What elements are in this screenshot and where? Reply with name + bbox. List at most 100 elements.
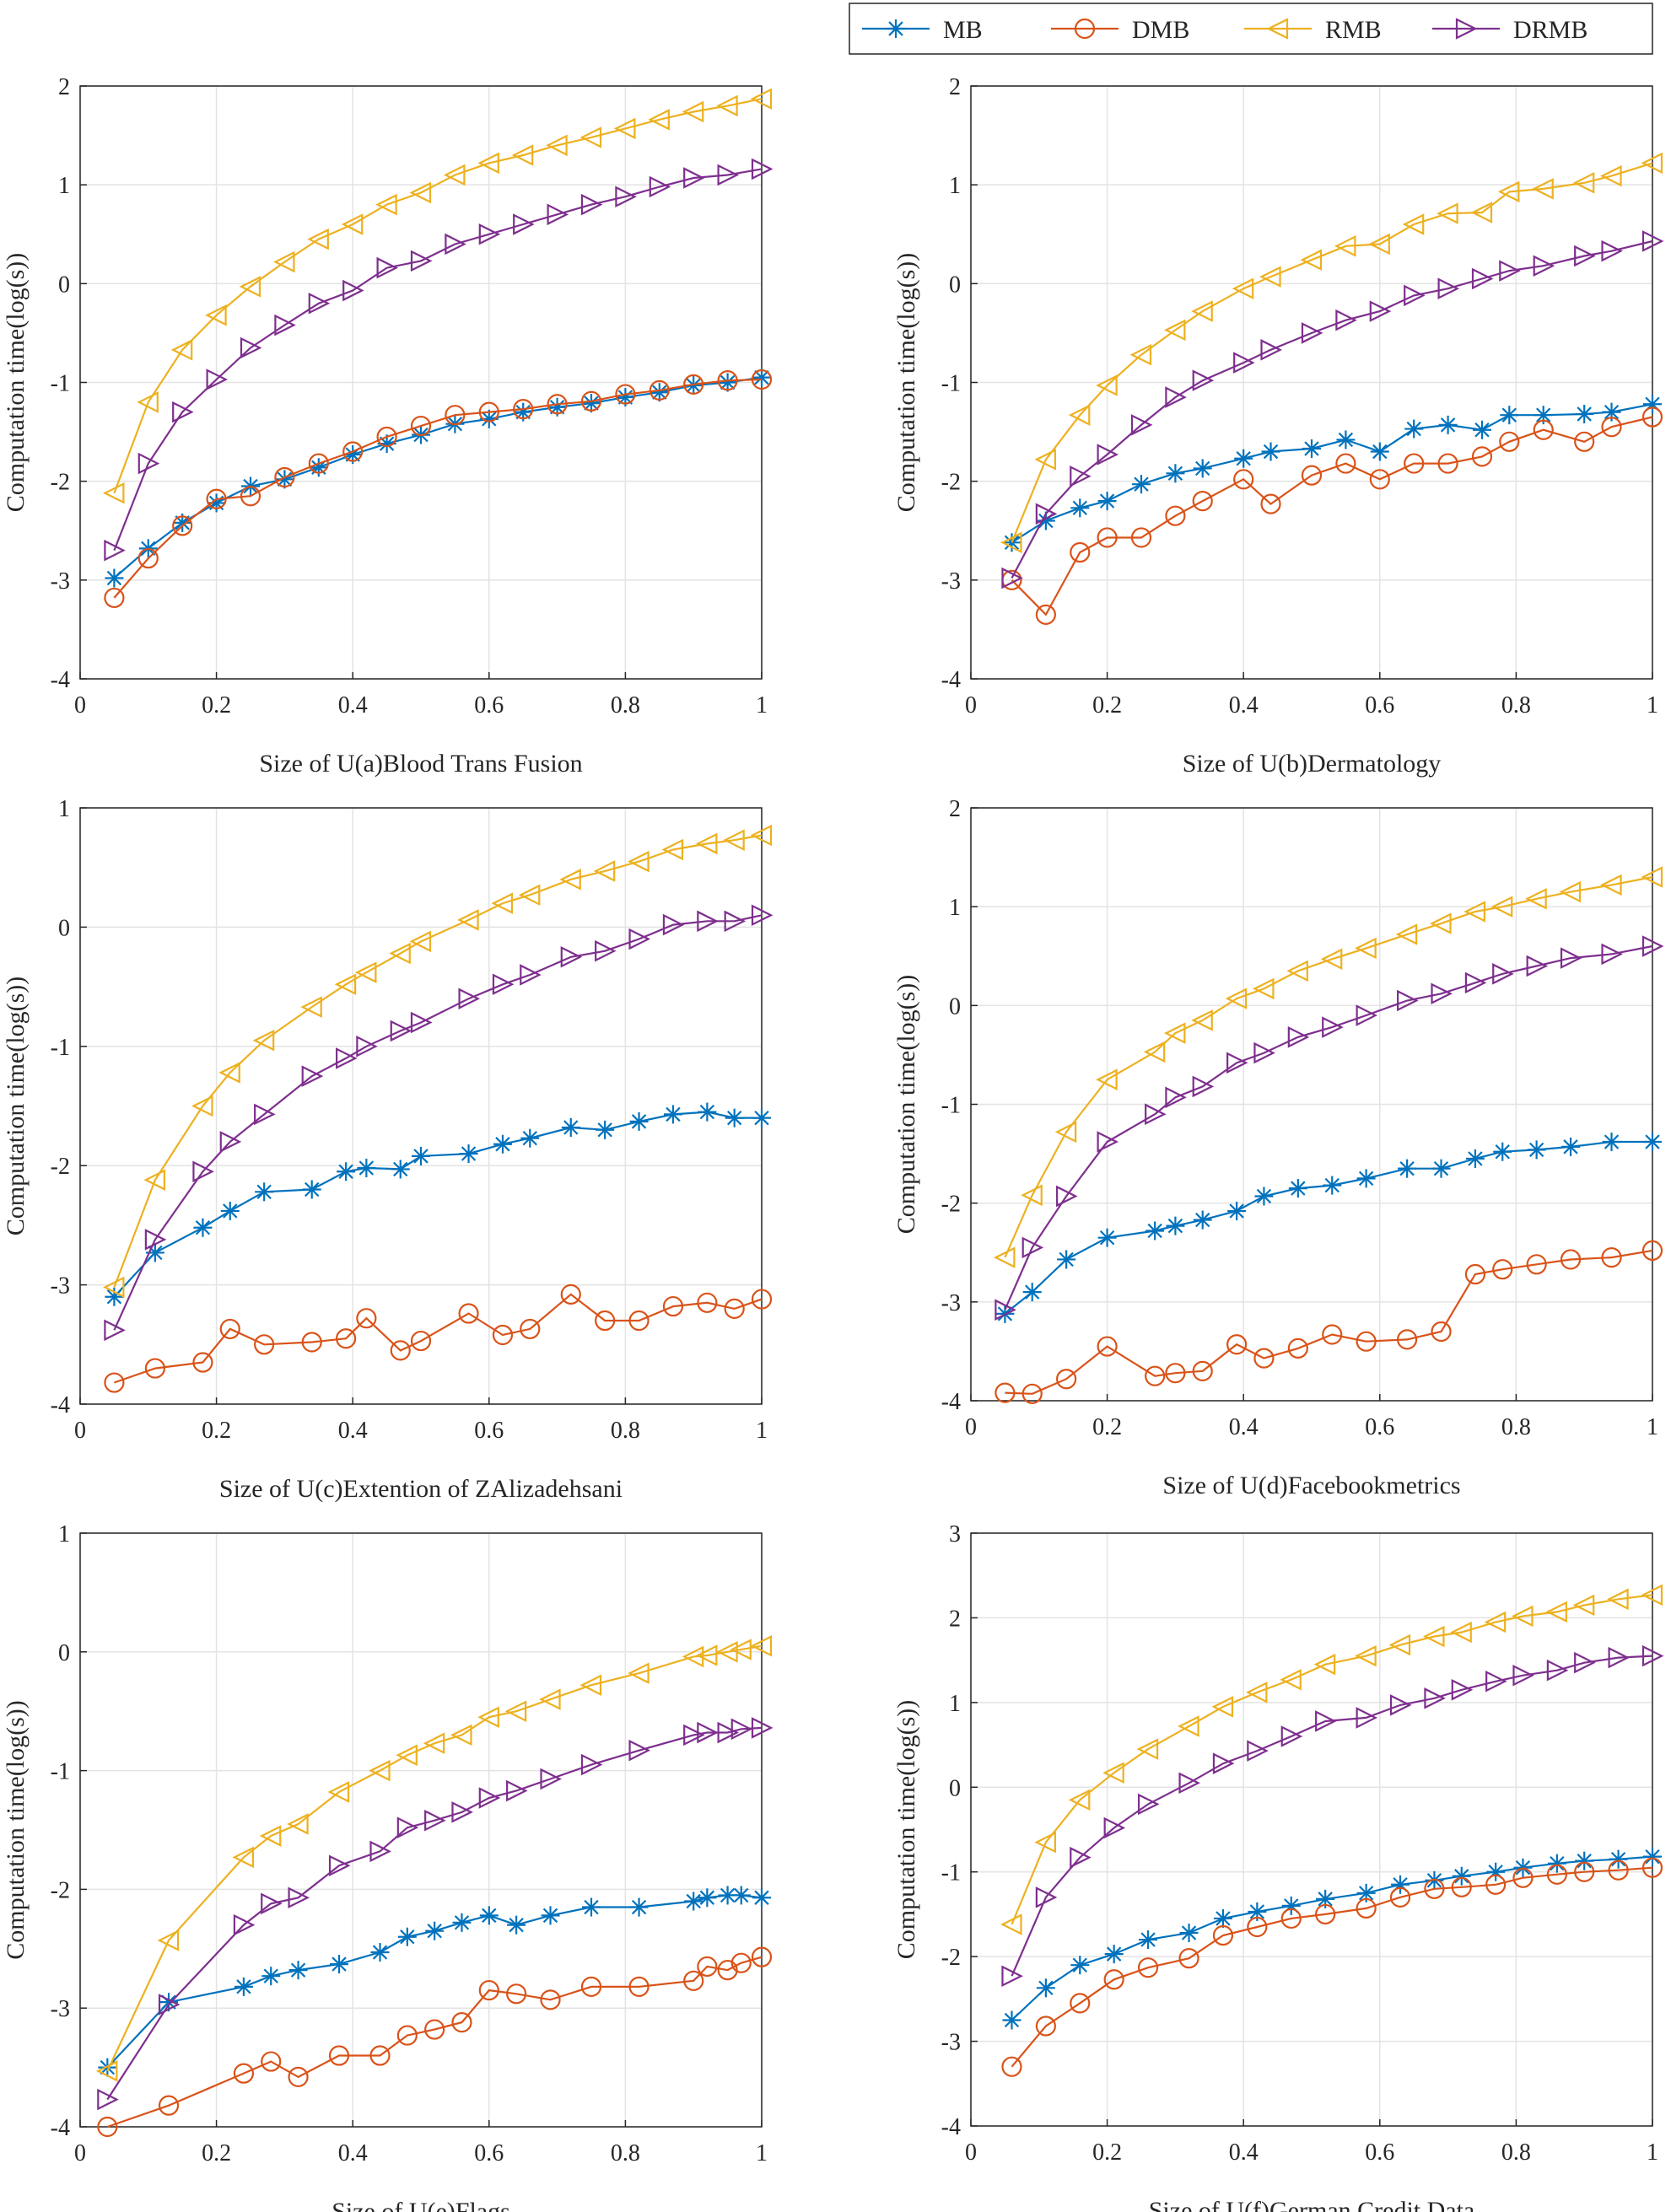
data-point-rmb bbox=[1525, 888, 1547, 910]
data-point-rmb bbox=[1034, 449, 1056, 471]
data-point-mb bbox=[459, 1144, 478, 1164]
data-point-mb bbox=[397, 1927, 417, 1946]
x-axis-label: Size of U(c)Extention of ZAlizadehsani bbox=[219, 1475, 623, 1503]
data-point-drmb bbox=[1499, 260, 1521, 282]
y-tick-label: -2 bbox=[51, 470, 70, 496]
legend: MB DMB RMB DRMB bbox=[849, 3, 1653, 55]
data-point-mb bbox=[1336, 430, 1356, 449]
data-point-drmb bbox=[547, 203, 569, 226]
data-point-dmb bbox=[560, 1284, 581, 1305]
data-point-dmb bbox=[1369, 469, 1390, 490]
y-tick-label: 1 bbox=[949, 173, 961, 199]
data-point-rmb bbox=[1484, 1611, 1507, 1633]
data-point-dmb bbox=[1641, 406, 1663, 428]
x-tick-label: 1 bbox=[1647, 2139, 1658, 2166]
data-point-dmb bbox=[1260, 493, 1281, 514]
data-point-drmb bbox=[424, 1809, 446, 1832]
data-point-rmb bbox=[205, 304, 227, 326]
series-mb bbox=[995, 1133, 1662, 1323]
data-point-drmb bbox=[376, 256, 399, 279]
data-point-drmb bbox=[206, 369, 229, 390]
data-point-dmb bbox=[1212, 1924, 1234, 1946]
data-point-dmb bbox=[1315, 1903, 1336, 1925]
data-point-dmb bbox=[1253, 1348, 1275, 1369]
data-point-drmb bbox=[97, 2088, 119, 2111]
data-point-rmb bbox=[1313, 1653, 1336, 1676]
data-point-mb bbox=[1104, 1945, 1124, 1964]
data-point-dmb bbox=[1526, 1254, 1547, 1275]
legend-label-drmb: DRMB bbox=[1513, 16, 1587, 44]
data-point-mb bbox=[1254, 1187, 1274, 1206]
data-point-dmb bbox=[1431, 1321, 1452, 1343]
data-point-drmb bbox=[595, 939, 617, 962]
data-point-legend-dmb bbox=[1074, 18, 1096, 40]
series-line-rmb bbox=[1011, 1594, 1653, 1925]
data-point-dmb bbox=[1485, 1874, 1507, 1895]
data-point-mb bbox=[725, 1108, 744, 1128]
data-point-mb bbox=[1213, 1908, 1232, 1928]
data-point-rmb bbox=[1512, 1605, 1534, 1628]
data-point-mb bbox=[1070, 1956, 1090, 1975]
y-tick-label: -1 bbox=[51, 1759, 70, 1785]
y-tick-label: -2 bbox=[51, 1154, 70, 1180]
y-tick-label: -4 bbox=[51, 2115, 70, 2141]
x-tick-label: 0.4 bbox=[1229, 1414, 1259, 1440]
data-point-mb bbox=[1234, 449, 1253, 468]
x-tick-label: 0.2 bbox=[202, 692, 231, 718]
data-point-drmb bbox=[560, 945, 583, 968]
data-point-mb bbox=[1323, 1176, 1342, 1195]
data-point-rmb bbox=[1402, 213, 1425, 235]
data-point-drmb bbox=[1601, 943, 1623, 966]
data-point-drmb bbox=[410, 1011, 433, 1034]
data-point-mb bbox=[1473, 420, 1491, 439]
data-point-dmb bbox=[1574, 1861, 1595, 1882]
data-point-drmb bbox=[1192, 369, 1215, 391]
data-point-drmb bbox=[580, 193, 603, 216]
data-point-drmb bbox=[697, 1721, 719, 1744]
data-point-dmb bbox=[580, 1976, 602, 1997]
data-point-dmb bbox=[513, 399, 534, 420]
data-point-mb bbox=[1166, 1216, 1185, 1235]
data-point-rmb bbox=[695, 832, 718, 855]
data-point-mb bbox=[1438, 415, 1458, 434]
data-point-mb bbox=[1643, 1847, 1662, 1866]
data-point-dmb bbox=[254, 1334, 275, 1355]
data-point-rmb bbox=[259, 1825, 282, 1847]
data-point-dmb bbox=[410, 1330, 432, 1352]
data-point-mb bbox=[1356, 1169, 1376, 1188]
x-tick-label: 1 bbox=[1647, 692, 1658, 718]
data-point-rmb bbox=[1368, 233, 1390, 256]
plot-area bbox=[971, 1533, 1652, 2126]
data-point-mb bbox=[370, 1943, 390, 1962]
y-tick-label: -4 bbox=[941, 667, 961, 693]
series-line-dmb bbox=[1011, 416, 1653, 616]
data-point-rmb bbox=[1178, 1715, 1199, 1737]
y-tick-label: 3 bbox=[949, 1521, 961, 1547]
data-point-rmb bbox=[491, 892, 514, 914]
data-point-rmb bbox=[1437, 202, 1458, 224]
data-point-rmb bbox=[695, 1644, 718, 1666]
data-point-rmb bbox=[993, 1246, 1016, 1268]
data-point-dmb bbox=[595, 1310, 616, 1332]
data-point-rmb bbox=[1600, 874, 1622, 896]
data-point-drmb bbox=[628, 1739, 651, 1762]
data-point-rmb bbox=[1450, 1621, 1472, 1644]
data-point-drmb bbox=[751, 1717, 774, 1739]
data-point-drmb bbox=[520, 964, 542, 986]
data-point-drmb bbox=[717, 164, 740, 186]
data-point-mb bbox=[98, 2058, 117, 2077]
data-point-dmb bbox=[336, 1328, 357, 1349]
data-point-mb bbox=[1227, 1202, 1247, 1221]
data-point-dmb bbox=[1145, 1365, 1166, 1386]
data-point-dmb bbox=[301, 1332, 322, 1353]
y-tick-label: -3 bbox=[51, 1996, 70, 2022]
data-point-dmb bbox=[628, 1976, 650, 1997]
y-tick-label: -3 bbox=[51, 568, 70, 595]
data-point-drmb bbox=[1424, 1687, 1446, 1709]
data-point-dmb bbox=[478, 1979, 499, 2001]
data-point-dmb bbox=[662, 1295, 684, 1317]
data-point-dmb bbox=[1492, 1259, 1513, 1280]
y-axis-label: Computation time(log(s)) bbox=[892, 253, 920, 512]
data-point-dmb bbox=[390, 1340, 411, 1361]
data-point-mb bbox=[650, 383, 669, 402]
